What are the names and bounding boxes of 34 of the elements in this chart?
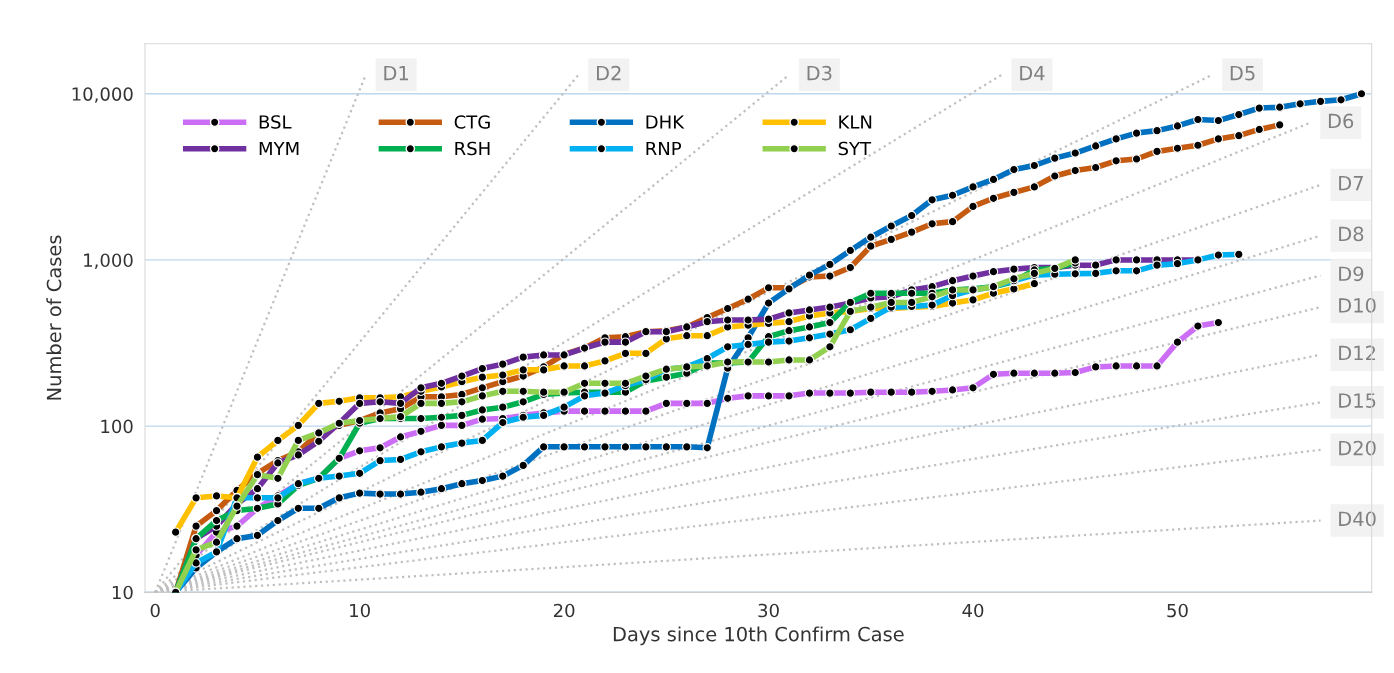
series-label: D8 [1339,226,1364,242]
y-tick-label: 10,000 [72,87,133,103]
legend-label: MYM [259,141,299,156]
y-tick-label: 1,000 [84,253,133,269]
series-label: D20 [1339,440,1376,456]
series-label: D7 [1339,176,1363,191]
legend-label: CTG [454,115,490,129]
series-label: D10 [1339,298,1376,313]
legend-label: KLN [839,115,872,129]
series-label: D5 [1230,66,1255,81]
x-axis-title: Days since 10th Confirm Case [613,626,904,646]
series-label: D40 [1339,511,1376,527]
series-label: D12 [1339,345,1376,361]
series-label: D4 [1020,66,1045,81]
x-tick-label: 0 [150,603,160,618]
series-label: D15 [1339,393,1376,408]
legend-label: RSH [455,141,490,156]
legend-label: RNP [646,141,682,156]
series-label: D1 [384,66,408,81]
x-tick-label: 10 [350,603,370,618]
series-label: D2 [596,65,621,81]
x-tick-label: 30 [758,603,779,618]
y-axis-title: Number of Cases [46,235,62,400]
y-tick-label: 10 [112,585,133,600]
series-label: D3 [807,65,832,81]
y-tick-label: 100 [101,419,133,434]
series-label: D9 [1339,266,1364,282]
legend-label: BSL [259,115,292,129]
x-tick-label: 50 [1167,603,1188,618]
series-label: D6 [1328,113,1354,129]
x-tick-label: 40 [962,603,984,618]
x-tick-label: 20 [553,603,575,618]
legend-label: DHK [646,115,685,129]
legend-label: SYT [838,141,872,156]
